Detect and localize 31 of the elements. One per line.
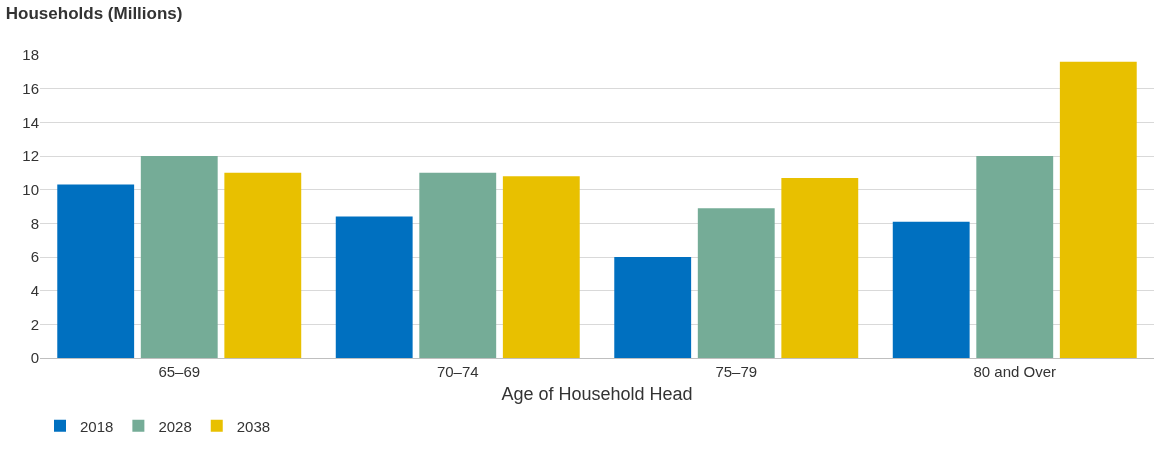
legend-label: 2018 (80, 417, 114, 435)
y-tick-label: 16 (22, 79, 39, 97)
bar (57, 184, 135, 358)
y-tick-label: 2 (30, 315, 39, 333)
bar (614, 257, 692, 358)
bar (419, 172, 497, 358)
y-tick-label: 6 (30, 248, 39, 266)
bar (781, 177, 859, 358)
y-tick-label: 10 (22, 180, 39, 198)
y-tick-label: 0 (30, 349, 39, 367)
bar (892, 221, 970, 358)
bar (140, 156, 218, 358)
y-tick-label: 4 (30, 281, 39, 299)
bar (224, 172, 302, 358)
bar (502, 176, 580, 358)
y-tick-label: 18 (22, 46, 39, 64)
legend-label: 2038 (236, 417, 271, 435)
y-tick-label: 14 (22, 113, 39, 131)
y-tick-label: 8 (30, 214, 39, 232)
bar (335, 216, 413, 358)
bar (976, 156, 1054, 358)
x-axis-title: Age of Household Head (501, 384, 693, 405)
chart-title: Households (Millions) (5, 3, 183, 23)
x-tick-label: 75–79 (715, 363, 758, 380)
x-tick-label: 80 and Over (973, 363, 1057, 380)
y-tick-label: 12 (22, 147, 39, 165)
bar (1059, 61, 1137, 358)
bar (697, 208, 775, 358)
legend-label: 2028 (158, 417, 192, 435)
x-tick-label: 65–69 (158, 363, 201, 380)
x-tick-label: 70–74 (436, 363, 479, 380)
